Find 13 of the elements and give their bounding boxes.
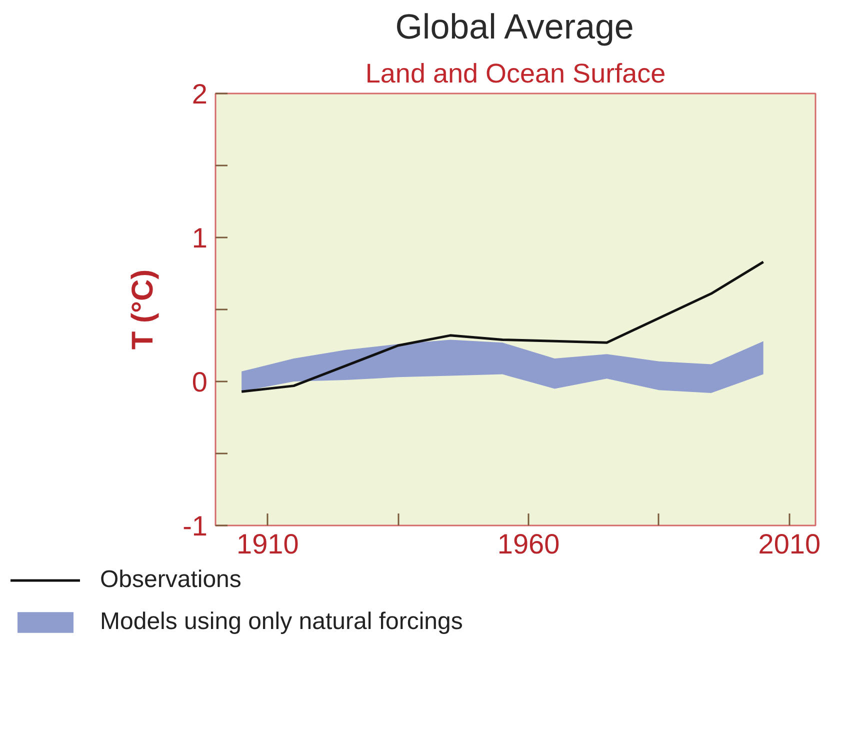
x-tick-label: 2010 <box>758 528 821 560</box>
x-tick-label: 1960 <box>497 528 560 560</box>
x-tick-label: 1910 <box>236 528 299 560</box>
y-tick-label: 0 <box>192 366 208 398</box>
y-tick-label: 2 <box>192 78 208 110</box>
y-tick-label: 1 <box>192 222 208 254</box>
chart-subtitle: Land and Ocean Surface <box>365 58 666 88</box>
y-tick-label: -1 <box>182 510 208 542</box>
legend-label: Models using only natural forcings <box>100 608 463 636</box>
chart-title: Global Average <box>395 8 634 46</box>
y-axis-title: T (°C) <box>126 269 160 350</box>
line-series <box>240 260 765 393</box>
legend-label: Observations <box>100 566 242 594</box>
